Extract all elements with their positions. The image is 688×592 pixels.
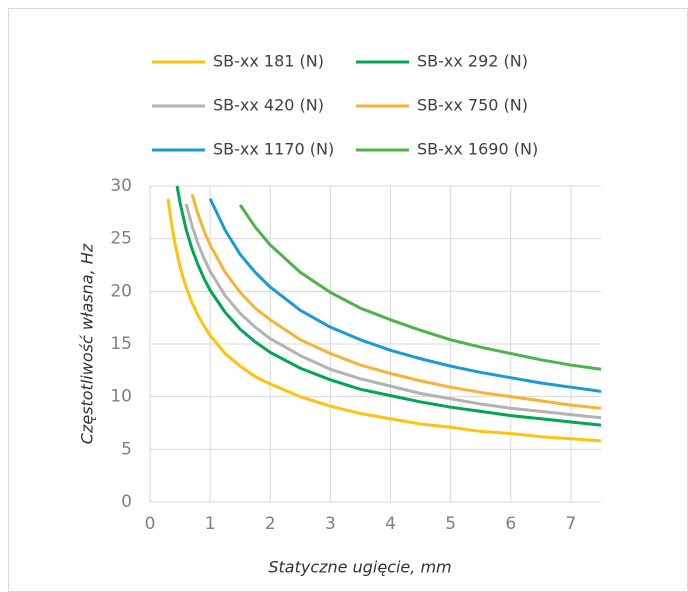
y-tick-label: 30	[110, 176, 132, 196]
y-tick-label: 20	[110, 281, 132, 301]
series-line	[238, 204, 602, 371]
x-tick-label: 0	[145, 514, 156, 534]
x-tick-label: 7	[566, 514, 577, 534]
series-line	[208, 197, 602, 393]
series-line	[166, 198, 602, 443]
y-tick-label: 0	[121, 492, 132, 512]
legend-label: SB-xx 1170 (N)	[213, 140, 334, 159]
y-tick-label: 25	[110, 229, 132, 249]
legend-label: SB-xx 750 (N)	[417, 96, 528, 115]
y-axis-title: Częstotliwość własna, Hz	[78, 243, 97, 444]
legend-label: SB-xx 420 (N)	[213, 96, 324, 115]
series-line	[190, 193, 602, 410]
legend-label: SB-xx 292 (N)	[417, 52, 528, 71]
y-tick-label: 15	[110, 334, 132, 354]
x-tick-label: 6	[505, 514, 516, 534]
x-tick-label: 3	[325, 514, 336, 534]
legend-label: SB-xx 181 (N)	[213, 52, 324, 71]
x-tick-label: 1	[205, 514, 216, 534]
x-tick-label: 2	[265, 514, 276, 534]
x-axis-title: Statyczne ugięcie, mm	[268, 558, 451, 577]
x-tick-label: 4	[385, 514, 396, 534]
series-line	[175, 185, 602, 427]
y-tick-label: 10	[110, 387, 132, 407]
y-tick-label: 5	[121, 439, 132, 459]
legend-label: SB-xx 1690 (N)	[417, 140, 538, 159]
series-line	[184, 203, 602, 420]
x-tick-label: 5	[445, 514, 456, 534]
